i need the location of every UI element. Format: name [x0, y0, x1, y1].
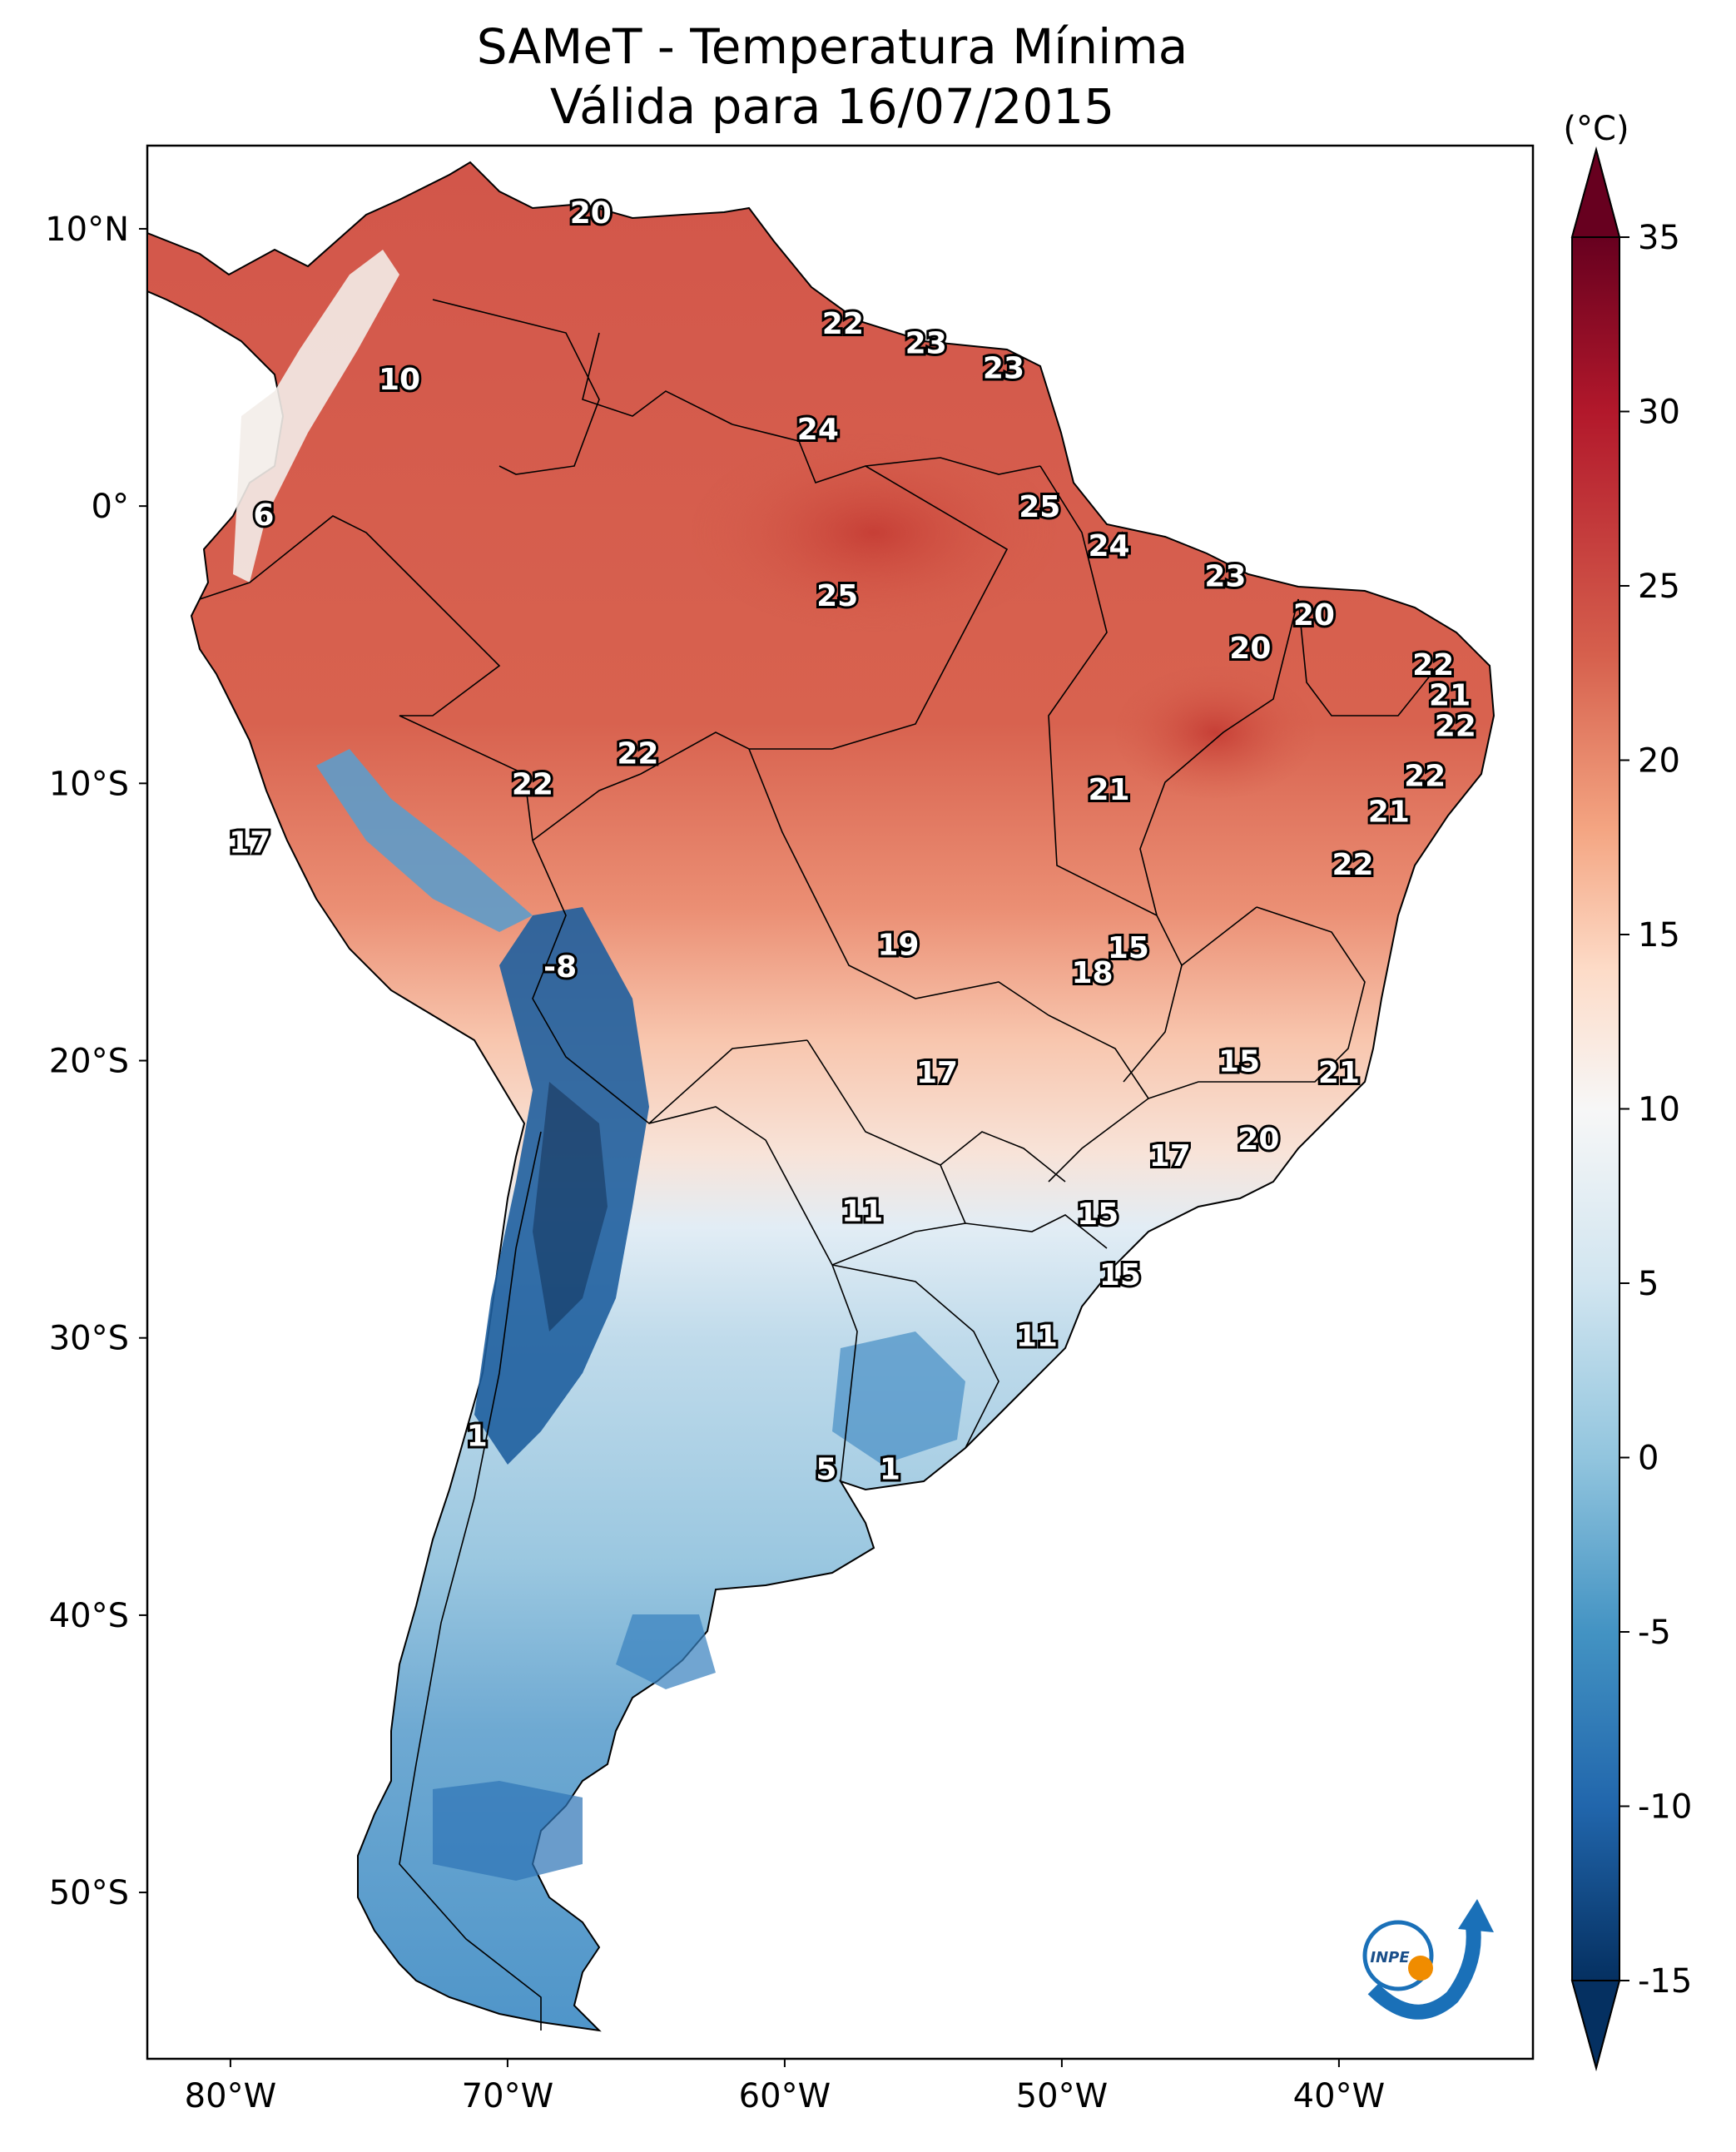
- colorbar-tick-label: 0: [1638, 1440, 1659, 1478]
- contour-label: 20: [1293, 598, 1335, 632]
- temperature-field: [147, 161, 1495, 2032]
- contour-label: 22: [617, 737, 658, 771]
- lat-tick-label: 10°N: [45, 211, 129, 249]
- colorbar-min-extension: [1570, 1980, 1621, 2071]
- contour-label: 20: [1238, 1123, 1279, 1157]
- logo-arrow-icon: [1458, 1899, 1494, 1932]
- contour-label: 15: [1077, 1197, 1118, 1232]
- south-america-landmass: [147, 161, 1495, 2032]
- lon-tick-label: 80°W: [185, 2077, 276, 2115]
- colorbar-tick-label: 20: [1638, 742, 1680, 781]
- colorbar-tick-label: -15: [1638, 1962, 1692, 2001]
- colorbar-ticks: 35 30 25 20 15 10 5 0 -5 -10 -15: [1619, 219, 1692, 2001]
- logo-dot-icon: [1408, 1956, 1433, 1981]
- contour-label: 1: [467, 1419, 488, 1453]
- colorbar-tick-label: -10: [1638, 1788, 1692, 1827]
- contour-label: 23: [905, 327, 947, 361]
- lat-tick-label: 0°: [92, 488, 129, 526]
- contour-label: 11: [1016, 1319, 1058, 1353]
- colorbar-tick-label: 30: [1638, 394, 1680, 432]
- contour-label: 25: [1019, 490, 1060, 524]
- andes-cold-band: [233, 250, 965, 1881]
- contour-label: 18: [1071, 956, 1113, 990]
- logo-text: INPE: [1370, 1949, 1410, 1966]
- contour-label: 23: [1204, 559, 1246, 593]
- contour-label: 24: [797, 413, 839, 447]
- contour-label: 25: [816, 579, 858, 613]
- colorbar-max-extension: [1570, 146, 1621, 238]
- contour-label: 1: [880, 1452, 900, 1486]
- contour-label: 15: [1099, 1258, 1141, 1292]
- contour-label: 22: [1404, 759, 1446, 793]
- contour-label: 21: [1429, 679, 1471, 713]
- contour-label: 6: [253, 498, 274, 533]
- contour-label: 22: [1435, 709, 1476, 743]
- lat-tick-label: 10°S: [49, 765, 129, 803]
- contour-label: 15: [1108, 931, 1149, 965]
- contour-label: 19: [877, 929, 919, 963]
- inpe-logo: INPE: [1362, 1899, 1494, 2020]
- contour-label: 22: [1332, 848, 1373, 882]
- colorbar-unit-label: (°C): [1563, 110, 1629, 148]
- colorbar: [1571, 146, 1620, 2071]
- contour-label: 20: [1229, 632, 1271, 666]
- colorbar-tick-label: 15: [1638, 916, 1680, 955]
- lat-tick-label: 30°S: [49, 1320, 129, 1358]
- political-borders: [199, 299, 1432, 2031]
- figure-subtitle: Válida para 16/07/2015: [549, 78, 1115, 135]
- lat-tick-label: 50°S: [49, 1874, 129, 1912]
- lon-tick-label: 70°W: [462, 2077, 553, 2115]
- contour-label: 21: [1368, 796, 1410, 830]
- contour-label: 22: [1412, 648, 1454, 682]
- lon-tick-label: 40°W: [1293, 2077, 1385, 2115]
- contour-label: 17: [229, 826, 270, 860]
- figure-title: SAMeT - Temperatura Mínima: [476, 18, 1188, 75]
- lat-tick-label: 40°S: [49, 1597, 129, 1635]
- contour-label: 24: [1088, 529, 1129, 563]
- contour-label: 5: [816, 1452, 836, 1486]
- lon-tick-label: 60°W: [739, 2077, 831, 2115]
- colorbar-tick-label: 10: [1638, 1091, 1680, 1129]
- contour-label: 17: [916, 1056, 958, 1090]
- contour-label: 22: [512, 767, 553, 801]
- contour-label: 10: [379, 363, 420, 397]
- contour-label: 15: [1218, 1045, 1260, 1079]
- contour-label: -8: [543, 950, 577, 984]
- amazon-warm-core: [691, 433, 1057, 632]
- latitude-axis: 10°N 0° 10°S 20°S 30°S 40°S 50°S: [45, 211, 147, 1912]
- lon-tick-label: 50°W: [1016, 2077, 1108, 2115]
- contour-label: 11: [841, 1194, 883, 1228]
- contour-label: 21: [1318, 1056, 1360, 1090]
- contour-label: 23: [983, 352, 1024, 386]
- longitude-axis: 80°W 70°W 60°W 50°W 40°W: [185, 2059, 1385, 2115]
- northeast-warm-core: [1115, 666, 1315, 799]
- contour-label: 20: [570, 196, 612, 231]
- contour-label: 21: [1088, 773, 1129, 807]
- colorbar-tick-label: -5: [1638, 1614, 1671, 1652]
- contour-label: 17: [1149, 1139, 1191, 1173]
- contour-label: 22: [822, 307, 864, 341]
- colorbar-tick-label: 35: [1638, 219, 1680, 257]
- lat-tick-label: 20°S: [49, 1043, 129, 1081]
- logo-swoosh-icon: [1367, 1926, 1481, 2020]
- colorbar-tick-label: 25: [1638, 568, 1680, 606]
- colorbar-tick-label: 5: [1638, 1265, 1659, 1303]
